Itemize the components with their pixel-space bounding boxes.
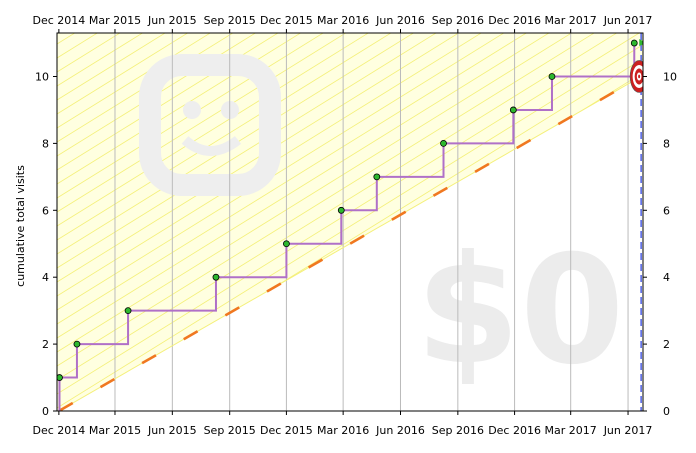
x-tick-label-top: Sep 2015 xyxy=(204,14,256,27)
x-tick-label-top: Mar 2016 xyxy=(317,14,369,27)
x-tick-label-top: Mar 2017 xyxy=(545,14,597,27)
y-tick-label-right: 8 xyxy=(663,137,670,150)
x-tick-label-bottom: Sep 2015 xyxy=(204,424,256,437)
y-tick-label-left: 10 xyxy=(35,70,49,83)
data-point xyxy=(337,206,345,214)
smiley-icon xyxy=(139,54,281,196)
x-tick-label-bottom: Sep 2016 xyxy=(432,424,484,437)
x-tick-label-top: Jun 2017 xyxy=(603,14,653,27)
y-tick-label-left: 0 xyxy=(42,405,49,418)
x-tick-label-bottom: Dec 2015 xyxy=(260,424,313,437)
y-tick-label-right: 6 xyxy=(663,204,670,217)
x-tick-label-top: Dec 2015 xyxy=(260,14,313,27)
y-tick-label-right: 0 xyxy=(663,405,670,418)
data-point xyxy=(73,340,81,348)
flag-icon xyxy=(639,39,643,47)
y-tick-label-left: 6 xyxy=(42,204,49,217)
road-centerline xyxy=(58,75,642,411)
plot-frame xyxy=(56,32,644,412)
y-tick-label-right: 10 xyxy=(663,70,677,83)
y-tick-label-left: 2 xyxy=(42,338,49,351)
x-tick-label-top: Dec 2014 xyxy=(32,14,85,27)
data-point xyxy=(124,307,132,315)
x-tick-label-bottom: Mar 2017 xyxy=(545,424,597,437)
x-tick-label-top: Jun 2015 xyxy=(147,14,197,27)
x-tick-label-bottom: Jun 2017 xyxy=(603,424,653,437)
vertical-grid: Akrasia Horizon xyxy=(114,33,642,411)
data-point xyxy=(509,106,517,114)
data-point xyxy=(548,73,556,80)
data-point xyxy=(373,173,381,181)
x-tick-label-top: Mar 2015 xyxy=(89,14,141,27)
x-tick-label-top: Sep 2016 xyxy=(432,14,484,27)
plot-area: $0 Akrasia Horizon xyxy=(57,33,643,411)
y-tick-label-left: 4 xyxy=(42,271,49,284)
watermark-amount: $0 xyxy=(416,224,625,398)
x-tick-label-bottom: Dec 2014 xyxy=(32,424,85,437)
data-point xyxy=(440,139,447,147)
data-point xyxy=(283,240,290,248)
data-point xyxy=(630,39,638,47)
data-series xyxy=(57,39,643,411)
y-tick-label-right: 2 xyxy=(663,338,670,351)
y-axis-label: cumulative total visits xyxy=(14,165,27,287)
y-tick-label-left: 8 xyxy=(42,137,49,150)
y-tick-label-right: 4 xyxy=(663,271,670,284)
watermark: $0 xyxy=(139,54,625,398)
data-point xyxy=(57,374,63,381)
x-tick-label-top: Dec 2016 xyxy=(488,14,541,27)
x-tick-label-bottom: Mar 2016 xyxy=(317,424,369,437)
target-icon xyxy=(629,60,643,93)
x-tick-label-bottom: Dec 2016 xyxy=(488,424,541,437)
x-tick-label-bottom: Jun 2016 xyxy=(375,424,425,437)
x-tick-label-top: Jun 2016 xyxy=(375,14,425,27)
x-tick-label-bottom: Jun 2015 xyxy=(147,424,197,437)
safe-region xyxy=(57,33,643,411)
step-line xyxy=(58,43,636,411)
x-tick-label-bottom: Mar 2015 xyxy=(89,424,141,437)
data-point xyxy=(212,273,220,281)
